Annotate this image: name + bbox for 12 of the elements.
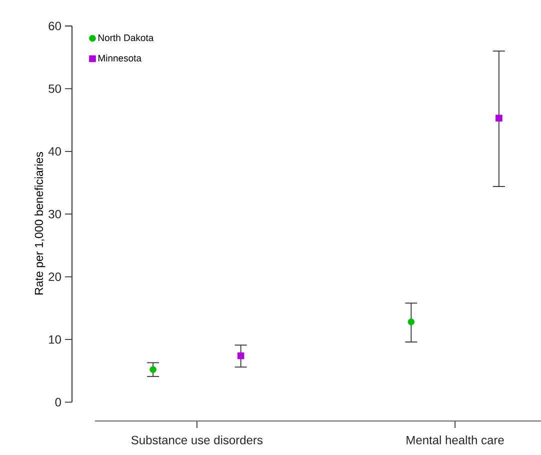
legend-label: Minnesota [98, 54, 142, 62]
y-axis-title: Rate per 1,000 beneficiaries [34, 152, 46, 294]
y-tick-label: 0 [55, 398, 62, 406]
y-tick-label: 10 [49, 335, 62, 344]
y-tick-label: 50 [48, 84, 62, 93]
y-tick-label: 30 [48, 210, 62, 218]
y-tick-label: 40 [48, 147, 62, 156]
legend-label: North Dakota [98, 34, 154, 42]
y-tick-label: 60 [48, 22, 62, 30]
x-tick-label: Mental health care [406, 436, 504, 444]
x-tick-label: Substance use disorders [131, 436, 263, 444]
y-tick-label: 20 [48, 272, 62, 282]
